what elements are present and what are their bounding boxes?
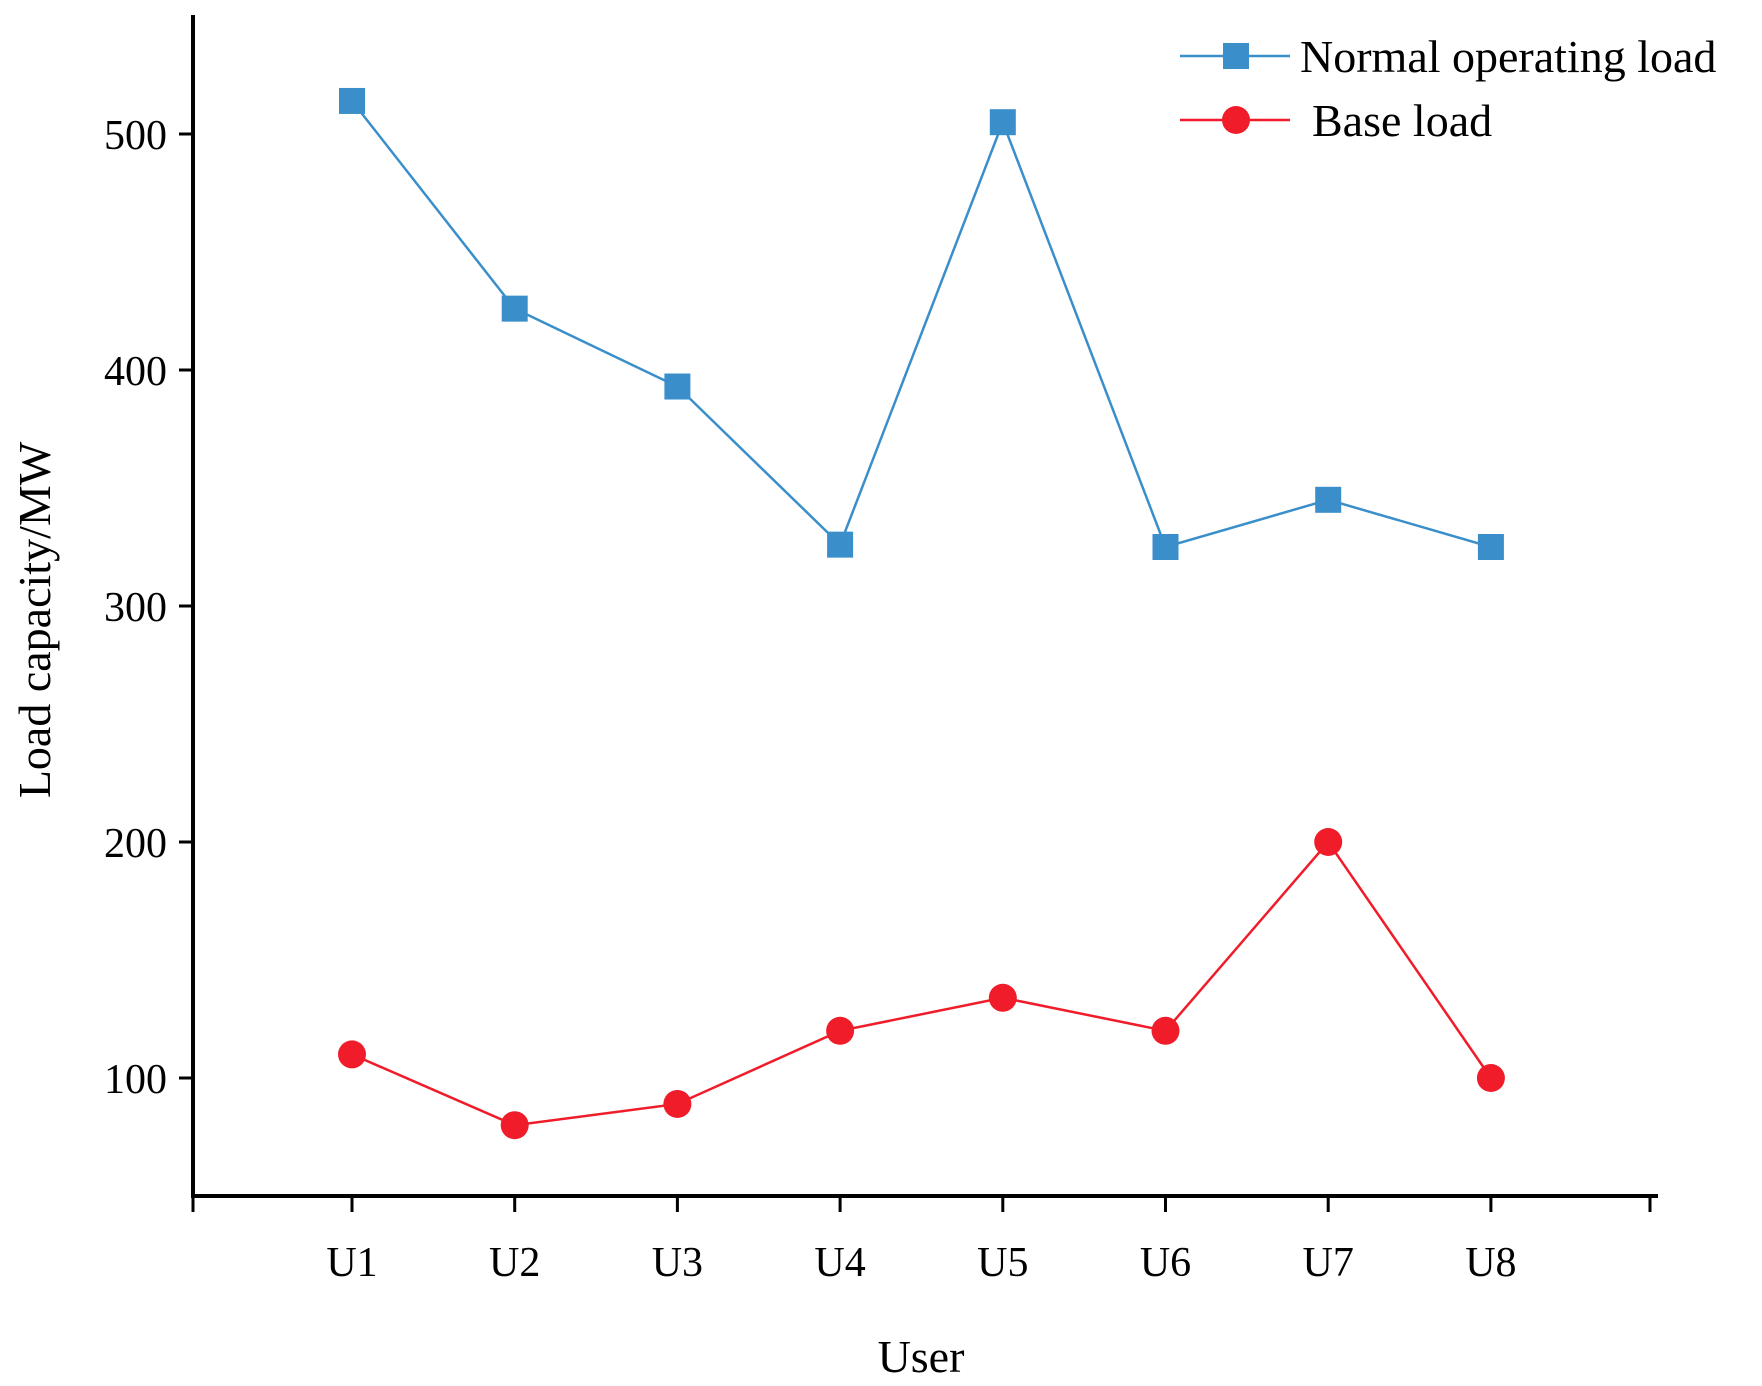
x-tick-label: U4	[814, 1240, 865, 1286]
legend-marker-square	[1223, 43, 1249, 69]
x-tick-label: U8	[1465, 1240, 1516, 1286]
y-tick-label: 400	[104, 349, 167, 395]
x-axis-title: User	[878, 1331, 965, 1382]
legend-marker-circle	[1222, 106, 1250, 134]
data-point-base-load	[1151, 1016, 1180, 1045]
data-point-normal-operating-load	[664, 373, 691, 400]
data-point-base-load	[826, 1016, 855, 1045]
data-point-base-load	[1314, 828, 1343, 856]
x-tick-label: U3	[652, 1240, 703, 1286]
y-tick-label: 100	[104, 1057, 167, 1103]
data-point-normal-operating-load	[1152, 534, 1179, 560]
series-normal-operating-load	[339, 87, 1504, 560]
series-base-load	[338, 828, 1505, 1140]
x-tick-label: U6	[1140, 1240, 1191, 1286]
data-point-normal-operating-load	[989, 109, 1016, 136]
series-line-base-load	[351, 839, 1492, 1127]
data-point-base-load	[500, 1111, 529, 1140]
x-tick-label: U1	[326, 1240, 377, 1286]
legend-label-normal-operating-load: Normal operating load	[1300, 31, 1716, 82]
series-layer	[338, 87, 1505, 1140]
data-point-normal-operating-load	[501, 295, 528, 322]
y-tick-label: 500	[104, 113, 167, 159]
y-tick-label: 200	[104, 821, 167, 867]
data-point-normal-operating-load	[1315, 486, 1342, 513]
y-axis-title: Load capacity/MW	[9, 441, 60, 798]
data-point-base-load	[988, 983, 1017, 1012]
data-point-base-load	[663, 1089, 692, 1118]
legend-item-normal-operating-load: Normal operating load	[1180, 31, 1716, 82]
legend: Normal operating load Base load	[1180, 31, 1716, 146]
data-point-normal-operating-load	[1477, 534, 1504, 560]
data-point-normal-operating-load	[827, 531, 854, 558]
legend-item-base-load: Base load	[1180, 95, 1492, 146]
x-tick-label: U2	[489, 1240, 540, 1286]
legend-label-base-load: Base load	[1312, 95, 1492, 146]
y-tick-label: 300	[104, 585, 167, 631]
x-ticks: U1 U2 U3 U4 U5 U6 U7 U8	[191, 1196, 1652, 1286]
data-point-normal-operating-load	[339, 87, 365, 114]
data-point-base-load	[338, 1040, 366, 1069]
x-tick-label: U5	[977, 1240, 1028, 1286]
series-line-normal-operating-load	[351, 100, 1492, 549]
data-point-base-load	[1476, 1064, 1505, 1092]
x-tick-label: U7	[1303, 1240, 1354, 1286]
axes	[191, 15, 1658, 1198]
y-ticks: 100 200 300 400 500	[104, 113, 193, 1103]
